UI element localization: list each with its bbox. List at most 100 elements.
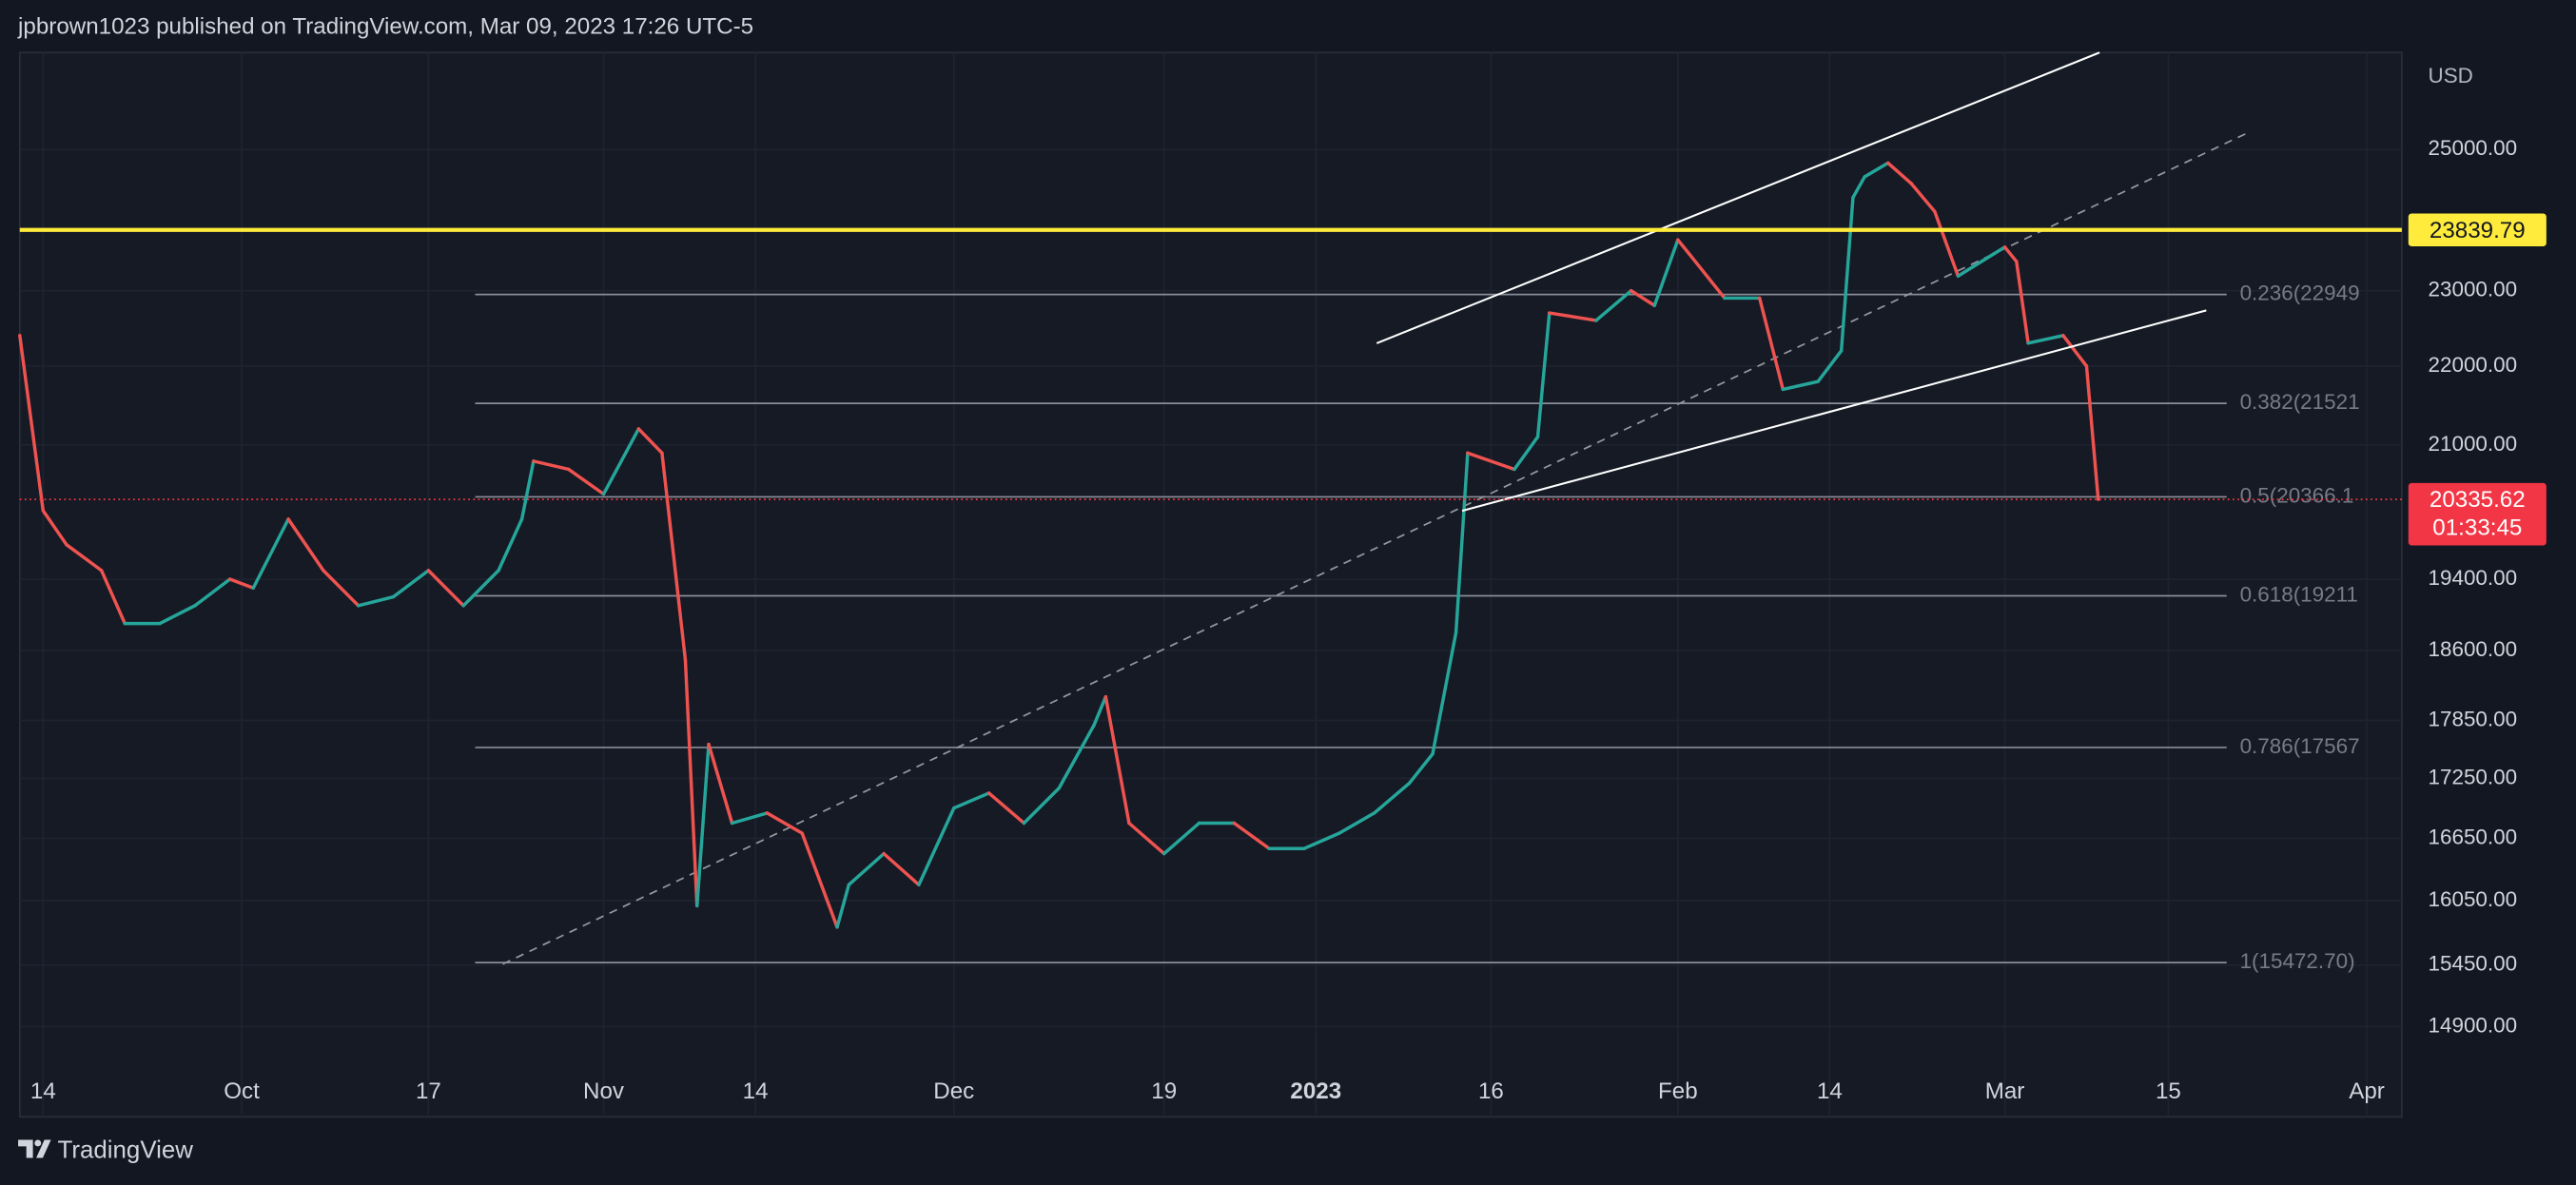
price-segment [391,569,431,599]
y-tick-label: 17250.00 [2429,765,2518,788]
price-segment [1630,288,1657,307]
y-tick-label: 18600.00 [2429,637,2518,661]
x-tick-label: 17 [416,1078,441,1104]
grid [19,52,2402,1117]
price-segment [497,517,524,573]
price-segment [1933,209,1961,278]
price-segment [1991,245,2007,257]
channel-lower [1461,309,2207,513]
trend-line-dashed [502,130,2252,965]
footer-logo [18,1139,51,1158]
price-segment [1232,821,1271,850]
price-segment [357,594,396,608]
price-segment [1594,288,1633,322]
price-segment [286,517,325,573]
y-tick-label: 23000.00 [2429,278,2518,301]
price-segment [1676,238,1691,257]
price-segment [1688,252,1727,301]
logo-dot [34,1139,42,1147]
plot-area [18,51,2403,1118]
price-segment [800,831,839,929]
price-segment [566,467,606,496]
price-segment [882,851,921,887]
brand: TradingView [58,1136,194,1163]
x-tick-label: Nov [583,1078,624,1104]
fib-level-label: 0.5(20366.1 [2240,483,2354,507]
price-segment [1454,451,1470,634]
price-segment [426,569,465,608]
fib-level-label: 1(15472.70) [2240,949,2355,973]
currency-label: USD [2429,64,2473,87]
fib-retracement: 0.236(22949 0.382(21521 0.5(20366.1 0.618(1… [475,282,2360,973]
x-tick-label: 2023 [1290,1078,1341,1104]
price-segment [835,883,851,929]
fib-level-label: 0.382(21521 [2240,390,2360,414]
x-tick-label: 19 [1151,1078,1177,1104]
price-segment [1127,821,1166,856]
price-segment [2002,245,2019,263]
price-segment [251,517,290,590]
price-segment [1372,781,1412,815]
price-segment [695,742,711,908]
price-segment [193,577,232,608]
price-segment [18,334,46,513]
x-tick-label: 15 [2156,1078,2181,1104]
y-tick-label: 21000.00 [2429,432,2518,456]
price-segment [1022,787,1061,826]
y-tick-label: 17850.00 [2429,707,2518,730]
price-segment [1816,349,1844,383]
price-segment [2061,334,2089,368]
price-segment [917,806,956,887]
logo-icon [18,1139,51,1158]
x-tick-label: 14 [743,1078,769,1104]
price-segment [1652,238,1680,307]
x-tick-label: Apr [2349,1078,2385,1104]
price-segment [461,569,500,608]
horizontal-line-label-box [2408,213,2547,247]
x-tick-label: Mar [1985,1078,2025,1104]
publisher-line: jpbrown1023 published on TradingView.com… [17,14,753,40]
price-segment [707,742,734,826]
price-segment [601,427,641,496]
price-segment [322,569,361,608]
y-tick-label: 16050.00 [2429,887,2518,911]
price-segment [1781,379,1820,392]
price-segment [1535,311,1551,439]
price-segment [1092,694,1108,728]
price-segment [2015,260,2030,345]
price-segment [228,577,256,590]
y-tick-label: 14900.00 [2429,1013,2518,1037]
y-tick-label: 15450.00 [2429,952,2518,976]
price-segment [683,657,699,908]
last-price-label: 20335.62 [2430,487,2526,513]
y-tick-label: 25000.00 [2429,136,2518,160]
fib-level-label: 0.786(17567 [2240,734,2360,758]
price-segment [636,427,664,456]
x-tick-label: Oct [224,1078,260,1104]
price-segment [847,851,886,887]
price-segment [986,791,1026,826]
price-segment [519,459,536,521]
price-segment [1337,811,1376,835]
price-segment [1431,631,1458,756]
price-segment [1839,195,1855,353]
price-segment [1886,161,1914,185]
price-segment [1302,831,1341,850]
price-segment [1466,451,1516,472]
countdown-label: 01:33:45 [2432,515,2522,541]
price-segment [1162,821,1201,856]
price-series [18,161,2100,929]
price-segment [1512,435,1540,472]
price-segment [660,451,688,662]
price-segment [1956,252,1995,278]
horizontal-line-label: 23839.79 [2430,218,2526,243]
y-tick-label: 19400.00 [2429,566,2518,590]
fib-level-label: 0.618(19211 [2240,582,2358,606]
price-segment [765,811,804,835]
price-segment [2084,364,2100,501]
last-price-label-box [2408,482,2547,546]
price-segment [65,542,104,573]
price-segment [2026,334,2065,345]
